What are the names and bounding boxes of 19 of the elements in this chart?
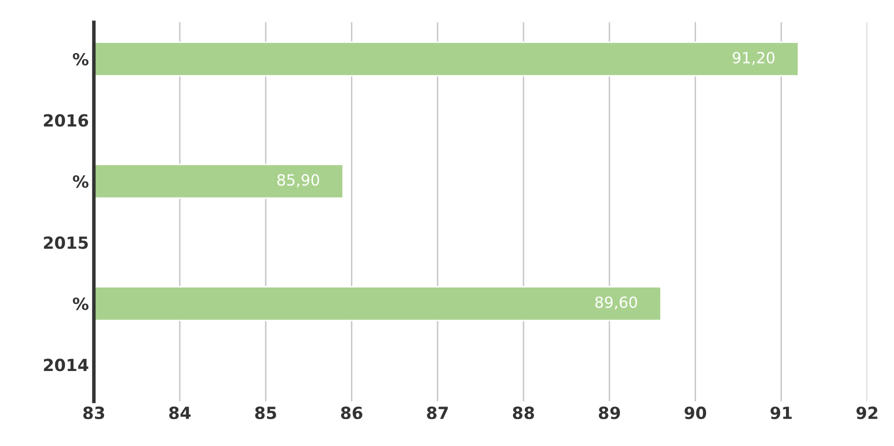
y-tick-label: 2015 xyxy=(44,236,88,249)
y-tick-label: % xyxy=(72,298,88,310)
x-tick-label: 88 xyxy=(512,406,534,420)
x-tick-label: 90 xyxy=(684,406,706,420)
y-tick-label: 2014 xyxy=(44,358,88,372)
x-tick-label: 89 xyxy=(598,406,620,420)
data-label: 89,60 xyxy=(595,296,638,310)
x-tick-label: 86 xyxy=(341,406,362,420)
x-tick-label: 84 xyxy=(169,406,191,420)
x-tick-label: 92 xyxy=(856,406,878,420)
x-tick-label: 85 xyxy=(255,406,276,420)
y-tick-label: % xyxy=(72,52,88,66)
x-tick-label: 83 xyxy=(83,406,104,420)
data-label: 85,90 xyxy=(277,174,320,188)
y-tick-label: 2016 xyxy=(44,114,88,127)
x-tick-label: 87 xyxy=(426,406,448,420)
y-tick-label: % xyxy=(72,175,88,188)
x-tick-label: 91 xyxy=(770,406,792,420)
data-label: 91,20 xyxy=(732,52,774,65)
